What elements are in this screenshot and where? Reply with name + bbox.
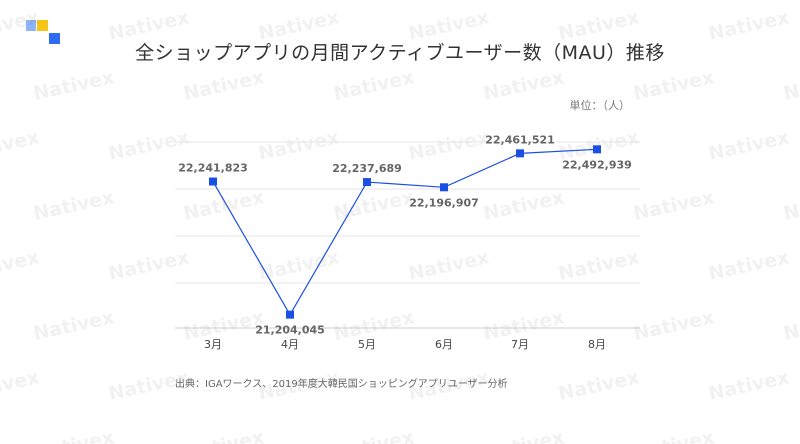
watermark-text: Nativex — [631, 66, 716, 105]
data-point — [209, 177, 217, 186]
data-label: 22,461,521 — [485, 133, 555, 146]
data-label: 22,492,939 — [562, 158, 632, 171]
watermark-text: Nativex — [781, 306, 800, 345]
watermark-text: Nativex — [631, 426, 716, 444]
data-label: 22,196,907 — [409, 196, 479, 209]
watermark-text: Nativex — [781, 426, 800, 444]
watermark-text: Nativex — [706, 6, 791, 45]
logo-square-yellow — [37, 20, 48, 31]
series-line — [212, 148, 598, 316]
x-tick-label: 6月 — [435, 338, 453, 351]
watermark-text: Nativex — [0, 126, 41, 165]
watermark-text: Nativex — [406, 246, 491, 285]
x-tick-label: 3月 — [204, 338, 222, 351]
unit-label: 単位：（人） — [569, 99, 631, 112]
watermark-text: Nativex — [406, 6, 491, 45]
x-tick-label: 7月 — [511, 338, 529, 351]
grid-lines — [175, 141, 640, 329]
chart-title: 全ショップアプリの月間アクティブユーザー数（MAU）推移 — [135, 42, 665, 64]
x-tick-label: 8月 — [588, 338, 606, 351]
watermark-text: Nativex — [181, 426, 266, 444]
watermark-text: Nativex — [106, 6, 191, 45]
watermark-text: Nativex — [556, 366, 641, 405]
watermark-text: Nativex — [256, 6, 341, 45]
data-point — [516, 149, 524, 158]
watermark-text: Nativex — [181, 66, 266, 105]
watermark-text: Nativex — [706, 126, 791, 165]
watermark-text: Nativex — [256, 126, 341, 165]
series-layer: 22,241,823 21,204,045 22,237,689 22,196,907… — [178, 133, 632, 336]
watermark-text: Nativex — [706, 366, 791, 405]
watermark-text: Nativex — [481, 426, 566, 444]
watermark-text: Nativex — [106, 246, 191, 285]
watermark-text: Nativex — [631, 186, 716, 225]
data-label: 21,204,045 — [255, 324, 325, 337]
brand-logo — [0, 0, 70, 60]
data-point — [440, 183, 448, 192]
watermark-text: Nativex — [556, 246, 641, 285]
watermark-text: Nativex — [0, 6, 41, 45]
data-label: 22,241,823 — [178, 162, 248, 175]
watermark-text: Nativex — [706, 246, 791, 285]
watermark-text: Nativex — [481, 66, 566, 105]
watermark-text: Nativex — [781, 66, 800, 105]
watermark-text: Nativex — [0, 366, 41, 405]
watermark-text: Nativex — [631, 306, 716, 345]
watermark-text: Nativex — [31, 66, 116, 105]
logo-square-light-blue — [26, 20, 36, 31]
x-tick-label: 4月 — [281, 338, 299, 351]
watermark-text: Nativex — [331, 66, 416, 105]
logo-square-blue — [49, 33, 60, 44]
x-tick-labels: 3月 4月 5月 6月 7月 8月 — [204, 338, 606, 351]
data-point — [363, 178, 371, 187]
watermark-text: Nativex — [481, 186, 566, 225]
watermark-text: Nativex — [331, 426, 416, 444]
source-note: 出典：IGAワークス、2019年度大韓民国ショッピングアプリユーザー分析 — [175, 379, 508, 390]
watermark-text: Nativex — [331, 186, 416, 225]
watermark-text: Nativex — [31, 426, 116, 444]
watermark-text: Nativex — [781, 186, 800, 225]
data-point — [593, 145, 601, 154]
watermark-text: Nativex — [556, 6, 641, 45]
data-point — [286, 310, 294, 319]
watermark-text: Nativex — [31, 306, 116, 345]
watermark-text: Nativex — [181, 306, 266, 345]
watermark-text: Nativex — [0, 246, 41, 285]
x-tick-label: 5月 — [358, 338, 376, 351]
watermark-text: Nativex — [181, 186, 266, 225]
watermark-text: Nativex — [31, 186, 116, 225]
watermark-text: Nativex — [106, 126, 191, 165]
data-label: 22,237,689 — [332, 162, 402, 175]
watermark-text: Nativex — [406, 126, 491, 165]
